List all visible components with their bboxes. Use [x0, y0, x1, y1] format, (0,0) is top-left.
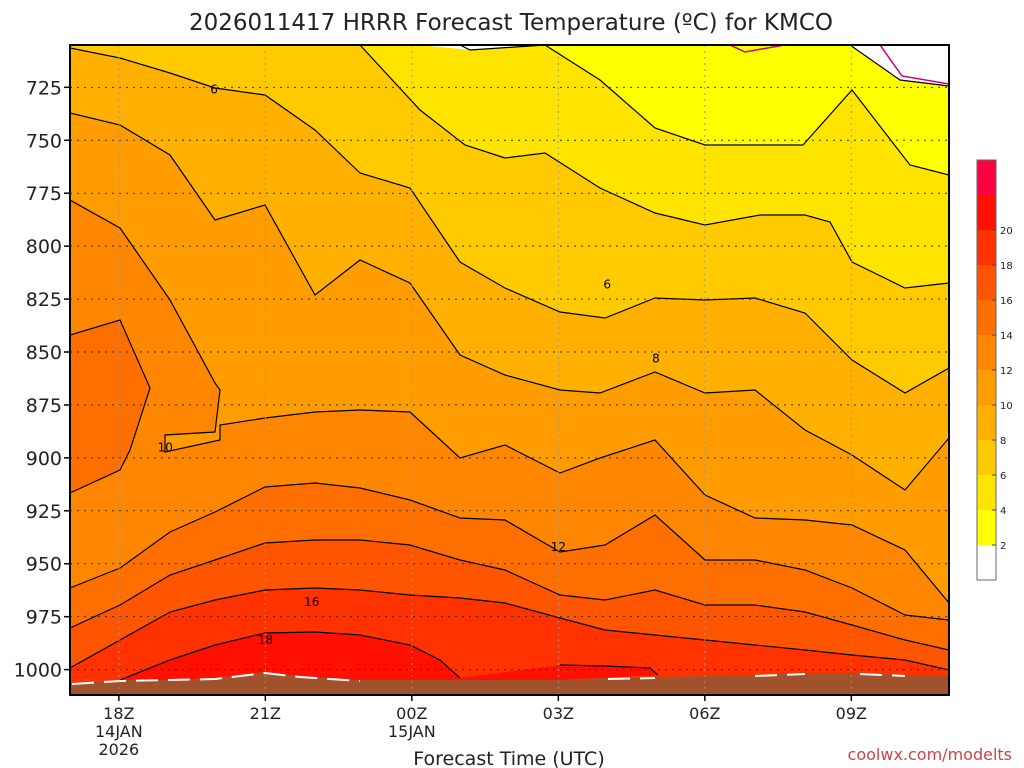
- colorbar-swatch: [977, 160, 996, 195]
- y-tick-label: 725: [26, 77, 62, 99]
- y-tick-label: 1000: [14, 660, 62, 682]
- contour-lines: [70, 45, 949, 681]
- x-tick-label: 06Z: [689, 704, 720, 723]
- contour-label: 12: [551, 540, 566, 554]
- colorbar-tick-label: 8: [1000, 436, 1006, 447]
- band-10-12: [70, 113, 949, 603]
- y-axis: 725 750 775 800 825 850 875 900 925 950 975 1000: [14, 77, 70, 682]
- contour-line-6: [70, 47, 949, 394]
- y-tick-label: 900: [26, 448, 62, 470]
- colorbar-tick-label: 16: [1000, 296, 1013, 307]
- x-tick-label: 2026: [98, 740, 139, 759]
- contour-line-6b: [359, 45, 949, 289]
- y-tick-label: 950: [26, 554, 62, 576]
- x-tick-label: 09Z: [836, 704, 867, 723]
- x-tick-label: 03Z: [543, 704, 574, 723]
- colorbar-swatch: [977, 230, 996, 265]
- band-6-8: [70, 45, 949, 393]
- contour-line-0: [729, 45, 949, 85]
- band-14-16: [70, 540, 949, 670]
- colorbar-swatch: [977, 265, 996, 300]
- colorbar-swatch: [977, 440, 996, 475]
- colorbar-tick-label: 6: [1000, 471, 1006, 482]
- contour-line-2: [730, 45, 949, 87]
- contour-line-10: [70, 199, 949, 604]
- band-10-12-left: [70, 200, 949, 620]
- colorbar-tick-label: 20: [1000, 226, 1013, 237]
- colorbar-tick-label: 2: [1000, 541, 1006, 552]
- colorbar-swatch: [977, 545, 996, 580]
- band-2-4: [70, 45, 949, 175]
- ground: [70, 672, 949, 695]
- colorbar-swatch: [977, 370, 996, 405]
- contour-line-12-pocket: [70, 319, 151, 494]
- contour-label: 6: [603, 277, 611, 291]
- contour-label: 18: [258, 633, 273, 647]
- colorbar-swatch: [977, 405, 996, 440]
- y-tick-label: 875: [26, 395, 62, 417]
- credit-text[interactable]: coolwx.com/modelts: [848, 745, 1012, 764]
- contour-labels: 6 6 8 10 12 16 18: [158, 82, 660, 647]
- colorbar: 2 4 6 8 10 12 14 16 18 20: [976, 159, 1013, 581]
- colorbar-swatch: [977, 335, 996, 370]
- x-axis-title: Forecast Time (UTC): [413, 748, 604, 768]
- colorbar-tick-label: 10: [1000, 401, 1013, 412]
- contour-label: 8: [652, 351, 660, 365]
- plot-frame: [69, 44, 950, 696]
- y-tick-label: 775: [26, 183, 62, 205]
- colorbar-tick-label: 14: [1000, 331, 1013, 342]
- y-tick-label: 800: [26, 236, 62, 258]
- colorbar-swatch: [977, 300, 996, 335]
- band-4-6: [70, 45, 949, 288]
- contour-label: 16: [304, 595, 319, 609]
- x-tick-label: 15JAN: [388, 722, 436, 741]
- y-tick-label: 925: [26, 501, 62, 523]
- y-tick-label: 750: [26, 130, 62, 152]
- contour-label: 10: [158, 440, 173, 454]
- band-18-20: [120, 632, 658, 680]
- contour-line-16: [70, 587, 949, 671]
- colorbar-tick-label: 18: [1000, 261, 1013, 272]
- x-tick-label: 18Z: [103, 704, 134, 723]
- band-8-10: [70, 48, 949, 490]
- contour-line-4: [459, 45, 949, 176]
- ground-edge: [71, 671, 906, 685]
- x-tick-label: 00Z: [396, 704, 427, 723]
- contour-line-18: [119, 631, 659, 681]
- x-tick-label: 14JAN: [95, 722, 143, 741]
- y-tick-label: 975: [26, 607, 62, 629]
- contour-line-8: [70, 112, 949, 491]
- y-tick-label: 850: [26, 342, 62, 364]
- y-tick-label: 825: [26, 289, 62, 311]
- grid: [70, 45, 949, 695]
- chart-title: 2026011417 HRRR Forecast Temperature (ºC…: [189, 10, 833, 36]
- band-12-14: [70, 483, 949, 650]
- colorbar-swatch: [977, 510, 996, 545]
- x-tick-label: 21Z: [250, 704, 281, 723]
- contour-line-12: [70, 482, 949, 621]
- colorbar-tick-label: 12: [1000, 366, 1013, 377]
- contour-field: [70, 45, 949, 695]
- colorbar-swatch: [977, 195, 996, 230]
- colorbar-tick-label: 4: [1000, 506, 1006, 517]
- contour-line-14: [70, 539, 949, 651]
- contour-label: 6: [210, 82, 218, 96]
- colorbar-swatch: [977, 475, 996, 510]
